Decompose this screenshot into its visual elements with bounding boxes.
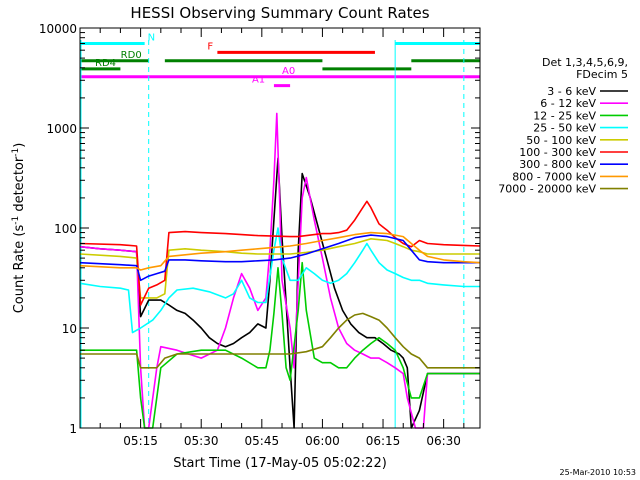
legend-label-300-800-kev: 300 - 800 keV xyxy=(519,158,596,171)
y-axis-label-mid: detector xyxy=(12,156,27,216)
y-tick-label: 10 xyxy=(62,322,77,336)
series-line-300-800-kev xyxy=(79,234,480,282)
y-axis-label-sup1: -1 xyxy=(11,216,21,225)
x-axis: 05:15 05:30 05:45 06:00 06:15 06:30 xyxy=(99,28,465,448)
state-label-rd0: RD0 xyxy=(121,50,142,61)
state-label-n: N xyxy=(148,32,155,43)
y-axis-label-main: Count Rate (s xyxy=(12,225,27,314)
y-axis-label-end: ) xyxy=(12,143,27,148)
y-tick-label: 1 xyxy=(69,422,77,436)
legend-label-100-300-kev: 100 - 300 keV xyxy=(519,146,596,159)
series-line-7000-20000-kev xyxy=(80,312,480,369)
series-line-25-50-kev xyxy=(79,227,480,334)
y-axis: 1 10 100 1000 10000 xyxy=(39,22,480,436)
y-tick-label: 1000 xyxy=(46,122,77,136)
y-tick-label: 100 xyxy=(54,222,77,236)
series-line-6-12-kev xyxy=(79,112,480,429)
x-tick-label: 05:15 xyxy=(123,434,158,448)
y-axis-label-sup2: -1 xyxy=(11,148,21,157)
legend-label-25-50-kev: 25 - 50 keV xyxy=(533,122,596,135)
timestamp: 25-Mar-2010 10:53 xyxy=(560,468,637,477)
x-tick-label: 05:45 xyxy=(245,434,280,448)
y-tick-label: 10000 xyxy=(39,22,77,36)
attenuator-state-bars: N F RD0 RD4 A0 A1 xyxy=(80,32,480,88)
series-line-12-25-kev xyxy=(80,261,480,429)
legend-label-50-100-kev: 50 - 100 keV xyxy=(526,134,596,147)
x-axis-label: Start Time (17-May-05 05:02:22) xyxy=(173,456,387,471)
state-change-lines xyxy=(80,40,465,428)
chart-title: HESSI Observing Summary Count Rates xyxy=(130,4,429,22)
series-line-50-100-kev xyxy=(79,238,480,299)
state-label-f: F xyxy=(207,41,213,52)
x-tick-label: 05:30 xyxy=(184,434,219,448)
series-line-100-300-kev xyxy=(79,200,481,306)
legend-label-6-12-kev: 6 - 12 keV xyxy=(540,97,596,110)
legend-header-line-2: FDecim 5 xyxy=(576,68,628,81)
state-label-rd4: RD4 xyxy=(95,58,116,69)
y-axis-label: Count Rate (s-1 detector-1) xyxy=(11,143,27,314)
legend-label-800-7000-kev: 800 - 7000 keV xyxy=(512,170,596,183)
x-tick-label: 06:00 xyxy=(305,434,340,448)
series-line-800-7000-kev xyxy=(79,231,481,271)
x-tick-label: 06:30 xyxy=(426,434,461,448)
x-tick-label: 06:15 xyxy=(366,434,401,448)
legend-label-3-6-kev: 3 - 6 keV xyxy=(547,85,596,98)
legend-label-12-25-kev: 12 - 25 keV xyxy=(533,109,596,122)
series-lines xyxy=(79,112,481,429)
legend-label-7000-20000-kev: 7000 - 20000 keV xyxy=(498,183,596,196)
state-label-a1: A1 xyxy=(252,75,265,86)
state-label-a0: A0 xyxy=(282,66,295,77)
legend-header-line-1: Det 1,3,4,5,6,9, xyxy=(542,56,628,69)
